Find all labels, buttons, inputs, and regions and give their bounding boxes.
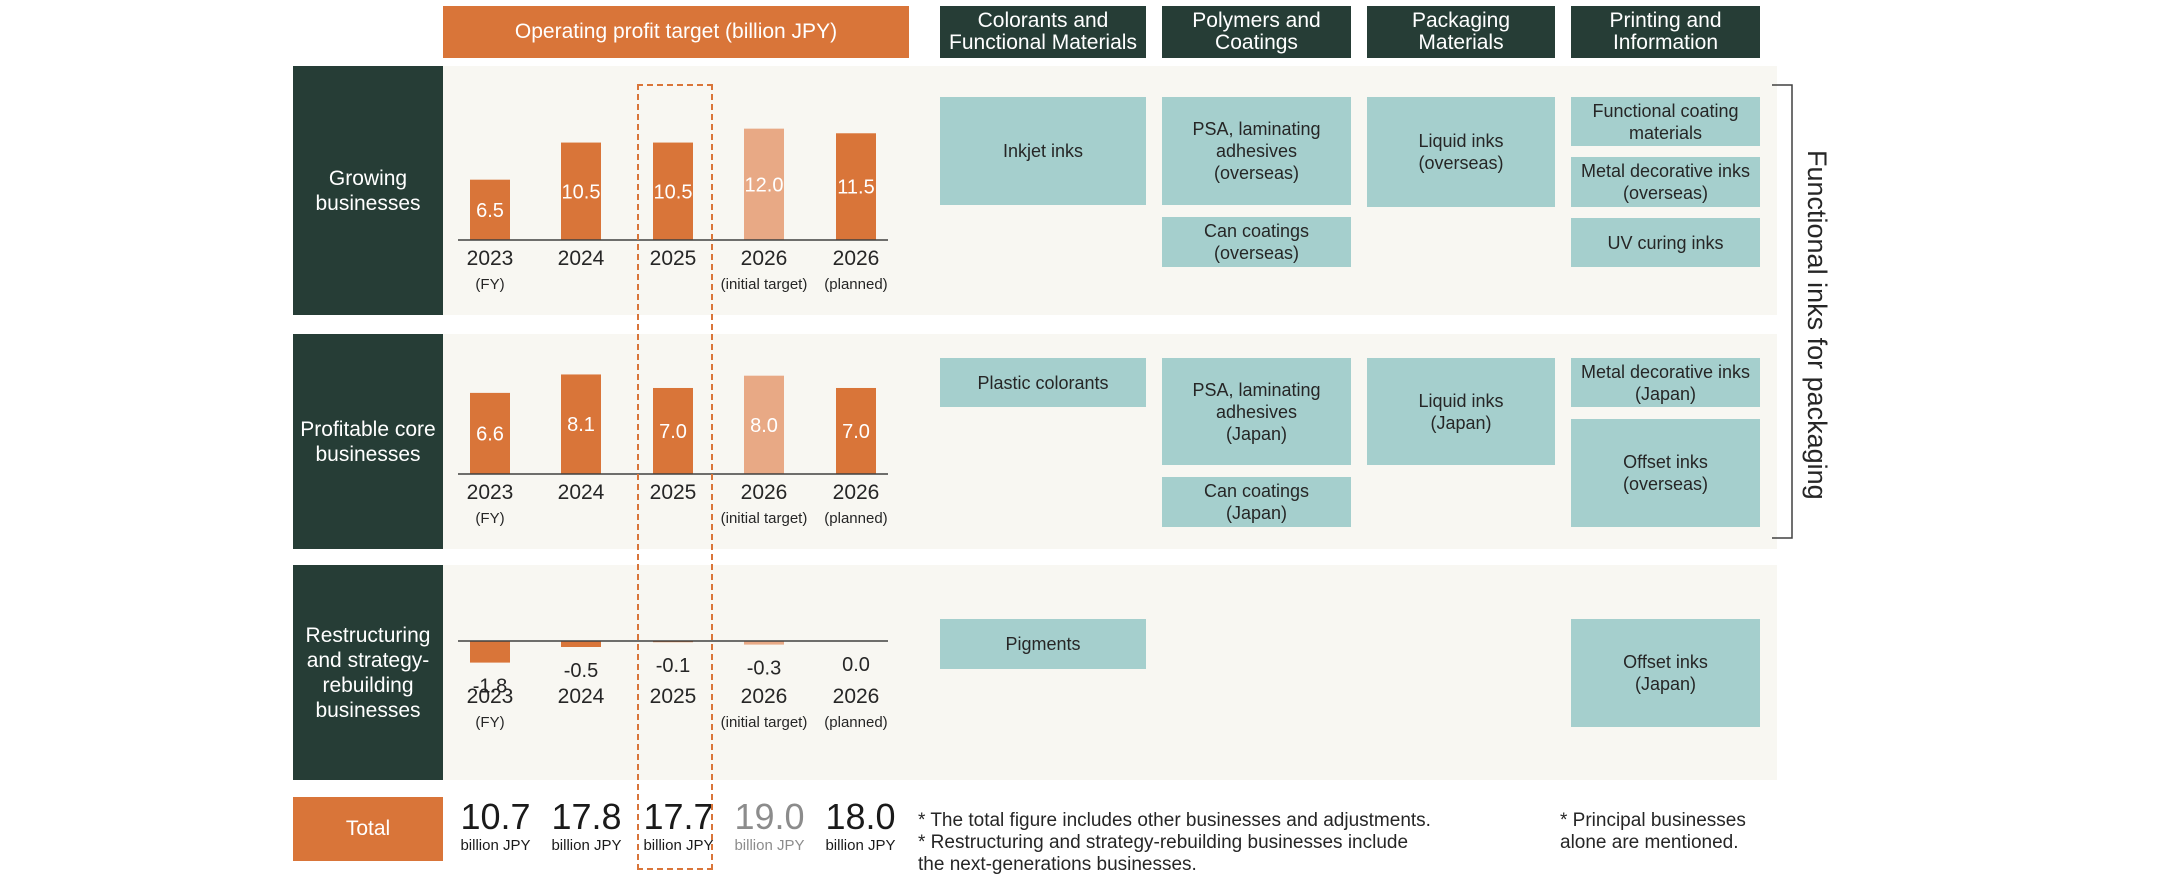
- row-label-core: Profitable core businesses: [293, 334, 443, 549]
- footnote-left: * The total figure includes other busine…: [918, 810, 1431, 875]
- bar: [470, 179, 510, 240]
- tick-label: 2026: [833, 247, 880, 270]
- bar: [836, 387, 876, 474]
- business-box: UV curing inks: [1571, 218, 1760, 267]
- tick-sublabel: (FY): [475, 714, 504, 731]
- segment-header-colorants: Colorants and Functional Materials: [940, 6, 1146, 58]
- highlight-2025-frame: [637, 84, 713, 870]
- data-label: 11.5: [837, 177, 874, 199]
- tick-label: 2026: [833, 685, 880, 708]
- chart-profitable-core-businesses: 6.6 2023 (FY) 8.1 2024 7.0 2025 8.0 2026 (initial…: [458, 374, 888, 527]
- tick-label: 2023: [467, 247, 514, 270]
- tick-label: 2025: [650, 481, 697, 504]
- segment-header-packaging: Packaging Materials: [1367, 6, 1555, 58]
- data-label: -0.5: [564, 660, 598, 682]
- bar: [561, 374, 601, 474]
- data-label: 7.0: [659, 421, 687, 443]
- row-band-restructuring: [443, 565, 1777, 780]
- data-label: 10.5: [562, 181, 601, 203]
- footnote-right: * Principal businesses alone are mention…: [1560, 810, 1746, 853]
- bar: [561, 641, 601, 647]
- data-label: -0.1: [656, 655, 690, 677]
- tick-label: 2026: [741, 481, 788, 504]
- data-label: 12.0: [745, 174, 784, 196]
- tick-sublabel: (initial target): [721, 276, 808, 293]
- row-label-growing: Growing businesses: [293, 66, 443, 315]
- data-label: 8.0: [750, 415, 778, 437]
- business-box: Liquid inks (overseas): [1367, 97, 1555, 207]
- business-box: Liquid inks (Japan): [1367, 358, 1555, 465]
- bar: [653, 142, 693, 240]
- tick-label: 2024: [558, 481, 605, 504]
- data-label: 0.0: [842, 654, 870, 676]
- data-label: -1.8: [473, 676, 507, 698]
- segment-header-polymers: Polymers and Coatings: [1162, 6, 1351, 58]
- chart-growing-businesses: 6.5 2023 (FY) 10.5 2024 10.5 2025 12.0 2026 (init…: [458, 128, 888, 293]
- business-box: Pigments: [940, 619, 1146, 669]
- tick-label: 2023: [467, 685, 514, 708]
- tick-label: 2025: [650, 685, 697, 708]
- data-label: -0.3: [747, 658, 781, 680]
- total-label: Total: [293, 797, 443, 861]
- business-box: Inkjet inks: [940, 97, 1146, 205]
- tick-sublabel: (initial target): [721, 714, 808, 731]
- tick-label: 2023: [467, 481, 514, 504]
- total-value: 17.8 billion JPY: [551, 796, 622, 855]
- bar: [836, 133, 876, 240]
- business-box: PSA, laminating adhesives (Japan): [1162, 358, 1351, 465]
- segment-header-printing: Printing and Information: [1571, 6, 1760, 58]
- bracket-label: Functional inks for packaging: [1802, 150, 1832, 500]
- business-box: Metal decorative inks (overseas): [1571, 157, 1760, 207]
- row-label-restructuring: Restructuring and strategy- rebuilding b…: [293, 565, 443, 780]
- tick-sublabel: (planned): [824, 510, 887, 527]
- bar: [744, 375, 784, 474]
- bar: [470, 392, 510, 474]
- bar: [561, 142, 601, 240]
- business-box: Can coatings (overseas): [1162, 217, 1351, 267]
- bar: [744, 641, 784, 645]
- data-label: 10.5: [654, 181, 693, 203]
- total-value: 17.7 billion JPY: [643, 796, 714, 855]
- bar: [653, 387, 693, 474]
- tick-sublabel: (planned): [824, 714, 887, 731]
- tick-label: 2024: [558, 247, 605, 270]
- business-box: Functional coating materials: [1571, 97, 1760, 146]
- business-box: Metal decorative inks (Japan): [1571, 358, 1760, 407]
- tick-sublabel: (FY): [475, 510, 504, 527]
- bar: [744, 128, 784, 240]
- tick-label: 2026: [741, 685, 788, 708]
- business-box: Offset inks (Japan): [1571, 619, 1760, 727]
- business-box: Plastic colorants: [940, 358, 1146, 407]
- tick-sublabel: (planned): [824, 276, 887, 293]
- business-box: Offset inks (overseas): [1571, 419, 1760, 527]
- data-label: 6.6: [476, 423, 504, 445]
- data-label: 6.5: [476, 200, 504, 222]
- tick-label: 2025: [650, 247, 697, 270]
- tick-sublabel: (initial target): [721, 510, 808, 527]
- tick-label: 2026: [741, 247, 788, 270]
- total-value: 10.7 billion JPY: [460, 796, 531, 855]
- business-box: Can coatings (Japan): [1162, 477, 1351, 527]
- bar: [470, 641, 510, 663]
- tick-label: 2026: [833, 481, 880, 504]
- bracket-line: [1772, 84, 1793, 539]
- data-label: 7.0: [842, 421, 870, 443]
- business-box: PSA, laminating adhesives (overseas): [1162, 97, 1351, 205]
- total-value: 18.0 billion JPY: [825, 796, 896, 855]
- total-value: 19.0 billion JPY: [734, 796, 805, 855]
- data-label: 8.1: [567, 414, 595, 436]
- tick-label: 2024: [558, 685, 605, 708]
- tick-sublabel: (FY): [475, 276, 504, 293]
- chart-header: Operating profit target (billion JPY): [443, 6, 909, 58]
